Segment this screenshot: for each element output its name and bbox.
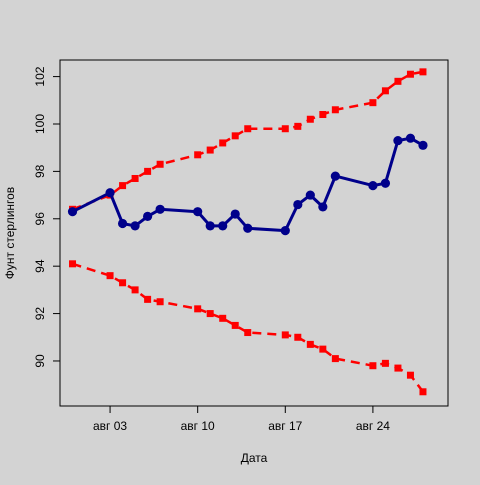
x-tick-label: авг 17 — [268, 419, 302, 433]
data-point-upper-band — [306, 115, 314, 123]
data-point-upper-band — [156, 160, 164, 168]
series-line-upper-band — [72, 70, 424, 211]
series-layer — [67, 68, 428, 396]
data-point-lower-band — [331, 355, 339, 363]
y-tick-label: 94 — [33, 259, 47, 273]
data-point-main — [155, 204, 165, 214]
data-point-main — [218, 221, 228, 231]
data-point-lower-band — [119, 279, 127, 287]
data-point-lower-band — [231, 321, 239, 329]
data-point-lower-band — [381, 359, 389, 367]
data-point-upper-band — [369, 99, 377, 107]
data-point-lower-band — [244, 329, 252, 337]
data-point-main — [280, 226, 290, 236]
data-point-main — [243, 223, 253, 233]
data-point-lower-band — [419, 388, 427, 396]
data-point-main — [368, 181, 378, 191]
x-tick-label: авг 03 — [93, 419, 127, 433]
data-point-upper-band — [231, 132, 239, 140]
y-axis-label: Фунт стерлингов — [3, 187, 17, 279]
data-point-main — [230, 209, 240, 219]
x-tick-label: авг 10 — [181, 419, 215, 433]
data-point-lower-band — [144, 295, 152, 303]
y-tick-label: 96 — [33, 212, 47, 226]
data-point-lower-band — [69, 260, 77, 268]
data-point-lower-band — [306, 340, 314, 348]
data-point-upper-band — [406, 70, 414, 78]
data-point-lower-band — [156, 298, 164, 306]
data-point-lower-band — [369, 362, 377, 370]
data-point-lower-band — [219, 314, 227, 322]
data-point-upper-band — [131, 174, 139, 182]
data-point-lower-band — [294, 333, 302, 341]
data-point-lower-band — [281, 331, 289, 339]
data-point-upper-band — [319, 111, 327, 119]
data-point-upper-band — [244, 125, 252, 133]
data-point-main — [330, 171, 340, 181]
x-axis-label: Дата — [241, 451, 268, 465]
data-point-main — [305, 190, 315, 200]
data-point-upper-band — [381, 87, 389, 95]
y-tick-label: 100 — [33, 114, 47, 134]
data-point-upper-band — [119, 182, 127, 190]
data-point-lower-band — [106, 272, 114, 280]
data-point-lower-band — [206, 310, 214, 318]
data-point-main — [143, 211, 153, 222]
data-point-main — [393, 135, 403, 146]
data-point-lower-band — [319, 345, 327, 353]
data-point-main — [418, 140, 428, 150]
x-tick-label: авг 24 — [356, 419, 390, 433]
data-point-main — [193, 207, 203, 217]
x-axis: авг 03 авг 10 авг 17 авг 24 — [93, 406, 390, 433]
data-point-upper-band — [219, 139, 227, 147]
data-point-upper-band — [206, 146, 214, 154]
data-point-upper-band — [294, 122, 302, 130]
data-point-upper-band — [144, 167, 152, 175]
y-tick-label: 90 — [33, 354, 47, 368]
data-point-lower-band — [194, 305, 202, 313]
data-point-main — [293, 199, 303, 210]
data-point-main — [117, 218, 128, 229]
data-point-main — [380, 178, 391, 188]
y-tick-label: 92 — [33, 307, 47, 321]
data-point-main — [205, 221, 215, 231]
data-point-upper-band — [331, 106, 339, 114]
data-point-lower-band — [406, 371, 414, 379]
data-point-upper-band — [394, 77, 402, 85]
data-point-lower-band — [131, 286, 139, 294]
y-axis: 90 92 94 96 98 100 102 — [33, 66, 60, 368]
series-line-lower-band — [72, 262, 424, 393]
data-point-main — [105, 188, 115, 198]
data-point-lower-band — [394, 364, 402, 372]
data-point-main — [318, 202, 328, 212]
data-point-main — [405, 133, 416, 143]
y-tick-label: 102 — [33, 66, 47, 86]
data-point-upper-band — [281, 125, 289, 133]
data-point-upper-band — [194, 151, 202, 159]
plot-frame — [59, 59, 449, 407]
data-point-upper-band — [419, 68, 427, 76]
data-point-main — [67, 207, 78, 217]
y-tick-label: 98 — [33, 164, 47, 178]
data-point-main — [130, 221, 140, 231]
